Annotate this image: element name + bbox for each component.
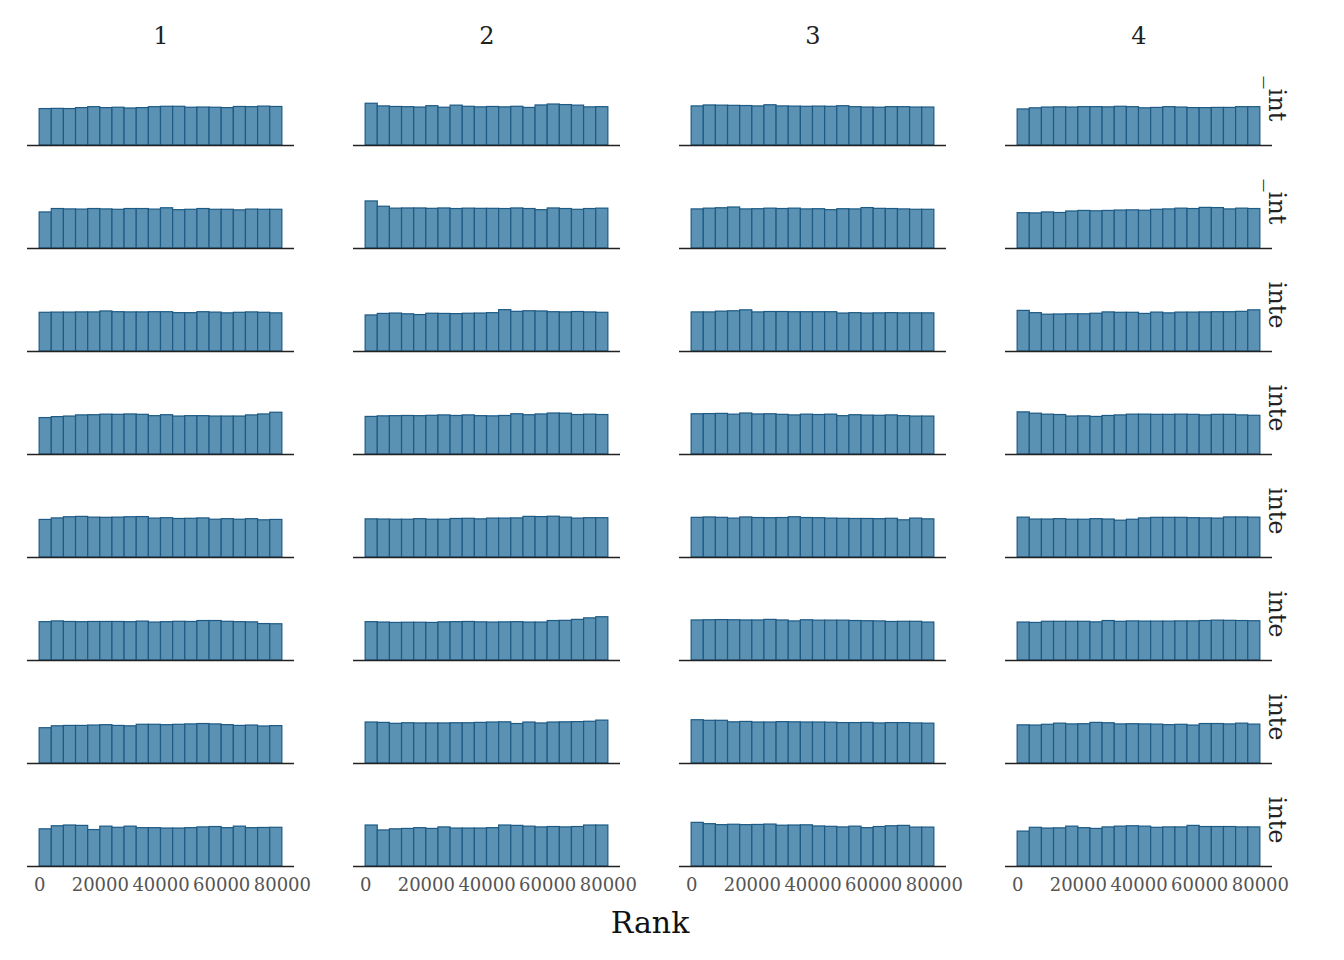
svg-text:40000: 40000 [458, 874, 515, 895]
svg-text:20000: 20000 [398, 874, 455, 895]
svg-text:1: 1 [153, 22, 168, 50]
html-text:Rank: Rank [610, 905, 690, 940]
svg-text:inte: inte [1263, 282, 1291, 329]
svg-text:0: 0 [34, 874, 45, 895]
svg-text:inte: inte [1263, 591, 1291, 638]
svg-text:40000: 40000 [132, 874, 189, 895]
svg-text:_int: _int [1263, 180, 1291, 225]
svg-text:60000: 60000 [193, 874, 250, 895]
svg-text:_int: _int [1263, 77, 1291, 122]
svg-text:40000: 40000 [784, 874, 841, 895]
svg-text:0: 0 [360, 874, 371, 895]
svg-text:0: 0 [686, 874, 697, 895]
svg-text:2: 2 [479, 22, 494, 50]
svg-text:80000: 80000 [906, 874, 963, 895]
svg-text:3: 3 [805, 22, 820, 50]
svg-text:80000: 80000 [1232, 874, 1289, 895]
svg-text:40000: 40000 [1110, 874, 1167, 895]
svg-text:20000: 20000 [72, 874, 129, 895]
svg-text:20000: 20000 [724, 874, 781, 895]
svg-text:inte: inte [1263, 385, 1291, 432]
svg-text:60000: 60000 [1171, 874, 1228, 895]
svg-text:20000: 20000 [1050, 874, 1107, 895]
svg-text:60000: 60000 [519, 874, 576, 895]
svg-text:inte: inte [1263, 488, 1291, 535]
svg-text:60000: 60000 [845, 874, 902, 895]
svg-text:4: 4 [1131, 22, 1146, 50]
svg-text:80000: 80000 [254, 874, 311, 895]
svg-text:inte: inte [1263, 797, 1291, 844]
svg-text:inte: inte [1263, 694, 1291, 741]
svg-text:0: 0 [1012, 874, 1023, 895]
svg-text:80000: 80000 [580, 874, 637, 895]
